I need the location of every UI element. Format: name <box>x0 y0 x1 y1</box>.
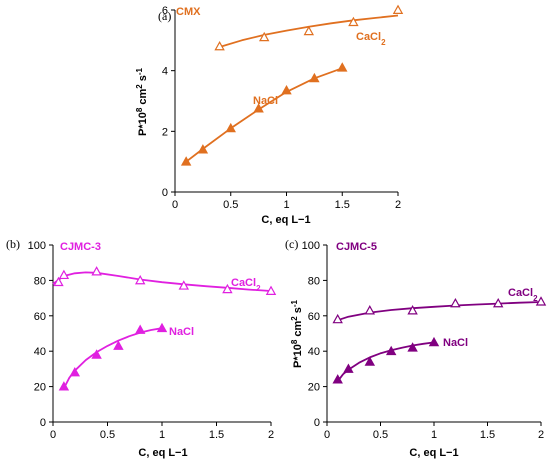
data-point <box>309 72 320 83</box>
x-tick-label: 2 <box>395 199 401 211</box>
y-tick-label: 60 <box>34 311 46 323</box>
data-point <box>281 84 292 95</box>
data-point <box>492 297 504 308</box>
data-point <box>69 367 81 377</box>
data-point <box>225 122 236 133</box>
data-point <box>134 274 146 285</box>
data-point <box>156 322 168 333</box>
data-point <box>178 280 190 290</box>
panel-a-cmx: 0 2 4 6 0 0.5 1 1.5 2 (a) CMX C, eq L−1 P*108 cm2 s-… <box>135 4 404 226</box>
y-axis-label: P*108 cm2 s-1 <box>290 299 305 368</box>
data-point <box>450 297 461 308</box>
y-tick-label: 40 <box>308 346 320 358</box>
fit-curve <box>185 67 343 163</box>
x-tick-label: 0.5 <box>223 199 238 211</box>
data-point <box>180 156 192 166</box>
data-point <box>265 285 277 295</box>
data-point <box>332 374 343 384</box>
panel-b-cjmc-3: 0 20 40 60 80 100 0 0.5 1 1.5 2 (b) CJMC-3 C, eq L−1 C… <box>6 237 277 459</box>
series-label: CaCl2 <box>231 277 261 293</box>
data-point <box>303 25 315 36</box>
data-point <box>407 342 418 352</box>
data-point <box>364 356 376 366</box>
x-axis-label: C, eq L−1 <box>261 214 310 226</box>
y-tick-label: 6 <box>162 5 168 17</box>
panel-letter: (a) <box>158 9 171 23</box>
data-point <box>535 296 547 306</box>
data-point <box>91 349 102 359</box>
x-tick-label: 0 <box>50 429 56 441</box>
data-point <box>364 305 376 315</box>
data-point <box>385 345 397 356</box>
x-tick-label: 1.5 <box>209 429 224 441</box>
x-tick-label: 0 <box>172 199 178 211</box>
series-label: NaCl <box>443 337 468 349</box>
y-tick-label: 80 <box>308 275 320 287</box>
chart-title: CJMC-3 <box>60 241 101 253</box>
x-tick-label: 1.5 <box>335 199 350 211</box>
x-tick-label: 0 <box>324 429 330 441</box>
panel-letter: (b) <box>6 237 20 251</box>
x-tick-label: 0.5 <box>373 429 388 441</box>
y-tick-label: 100 <box>28 240 46 252</box>
data-point <box>337 62 348 72</box>
data-point <box>134 324 146 334</box>
y-tick-label: 2 <box>162 126 168 138</box>
data-point <box>214 40 225 51</box>
data-point <box>253 103 264 113</box>
data-point <box>392 4 404 14</box>
x-tick-label: 0.5 <box>100 429 115 441</box>
chart-title: CMX <box>176 6 201 18</box>
x-tick-label: 1 <box>283 199 289 211</box>
data-point <box>58 269 70 280</box>
data-point <box>53 276 64 287</box>
series-label: NaCl <box>169 326 194 338</box>
x-axis-label: C, eq L−1 <box>409 447 458 459</box>
data-point <box>348 16 359 27</box>
chart-title: CJMC-5 <box>336 241 377 253</box>
x-tick-label: 2 <box>538 429 544 441</box>
y-tick-label: 4 <box>162 66 168 78</box>
data-point <box>332 313 343 324</box>
y-tick-label: 0 <box>40 417 46 429</box>
panel-c-cjmc-5: 0 20 40 60 80 100 0 0.5 1 1.5 2 (c) CJMC-5 C, eq L−1 P… <box>285 237 547 459</box>
series-label: CaCl2 <box>356 31 386 47</box>
fit-curve <box>337 301 542 322</box>
series-label: NaCl <box>253 95 278 107</box>
series-label: CaCl2 <box>508 287 538 303</box>
y-tick-label: 20 <box>308 382 320 394</box>
data-point <box>113 340 124 350</box>
data-point <box>222 283 233 294</box>
x-tick-label: 1 <box>431 429 437 441</box>
fit-curve <box>63 327 163 389</box>
y-tick-label: 40 <box>34 346 46 358</box>
data-point <box>197 144 209 154</box>
data-point <box>428 336 440 347</box>
y-tick-label: 20 <box>34 382 46 394</box>
data-point <box>407 305 418 315</box>
data-point <box>343 363 354 373</box>
y-tick-label: 80 <box>34 275 46 287</box>
panel-letter: (c) <box>285 237 298 251</box>
y-tick-label: 100 <box>302 240 320 252</box>
data-point <box>58 381 70 391</box>
y-tick-label: 0 <box>314 417 320 429</box>
x-tick-label: 2 <box>268 429 274 441</box>
fit-curve <box>336 341 435 382</box>
y-tick-label: 60 <box>308 311 320 323</box>
x-tick-label: 1.5 <box>480 429 495 441</box>
y-axis-label: P*108 cm2 s-1 <box>135 67 150 136</box>
data-point <box>91 266 102 276</box>
x-axis-label: C, eq L−1 <box>138 447 187 459</box>
x-tick-label: 1 <box>159 429 165 441</box>
data-point <box>258 31 270 42</box>
y-tick-label: 0 <box>162 187 168 199</box>
